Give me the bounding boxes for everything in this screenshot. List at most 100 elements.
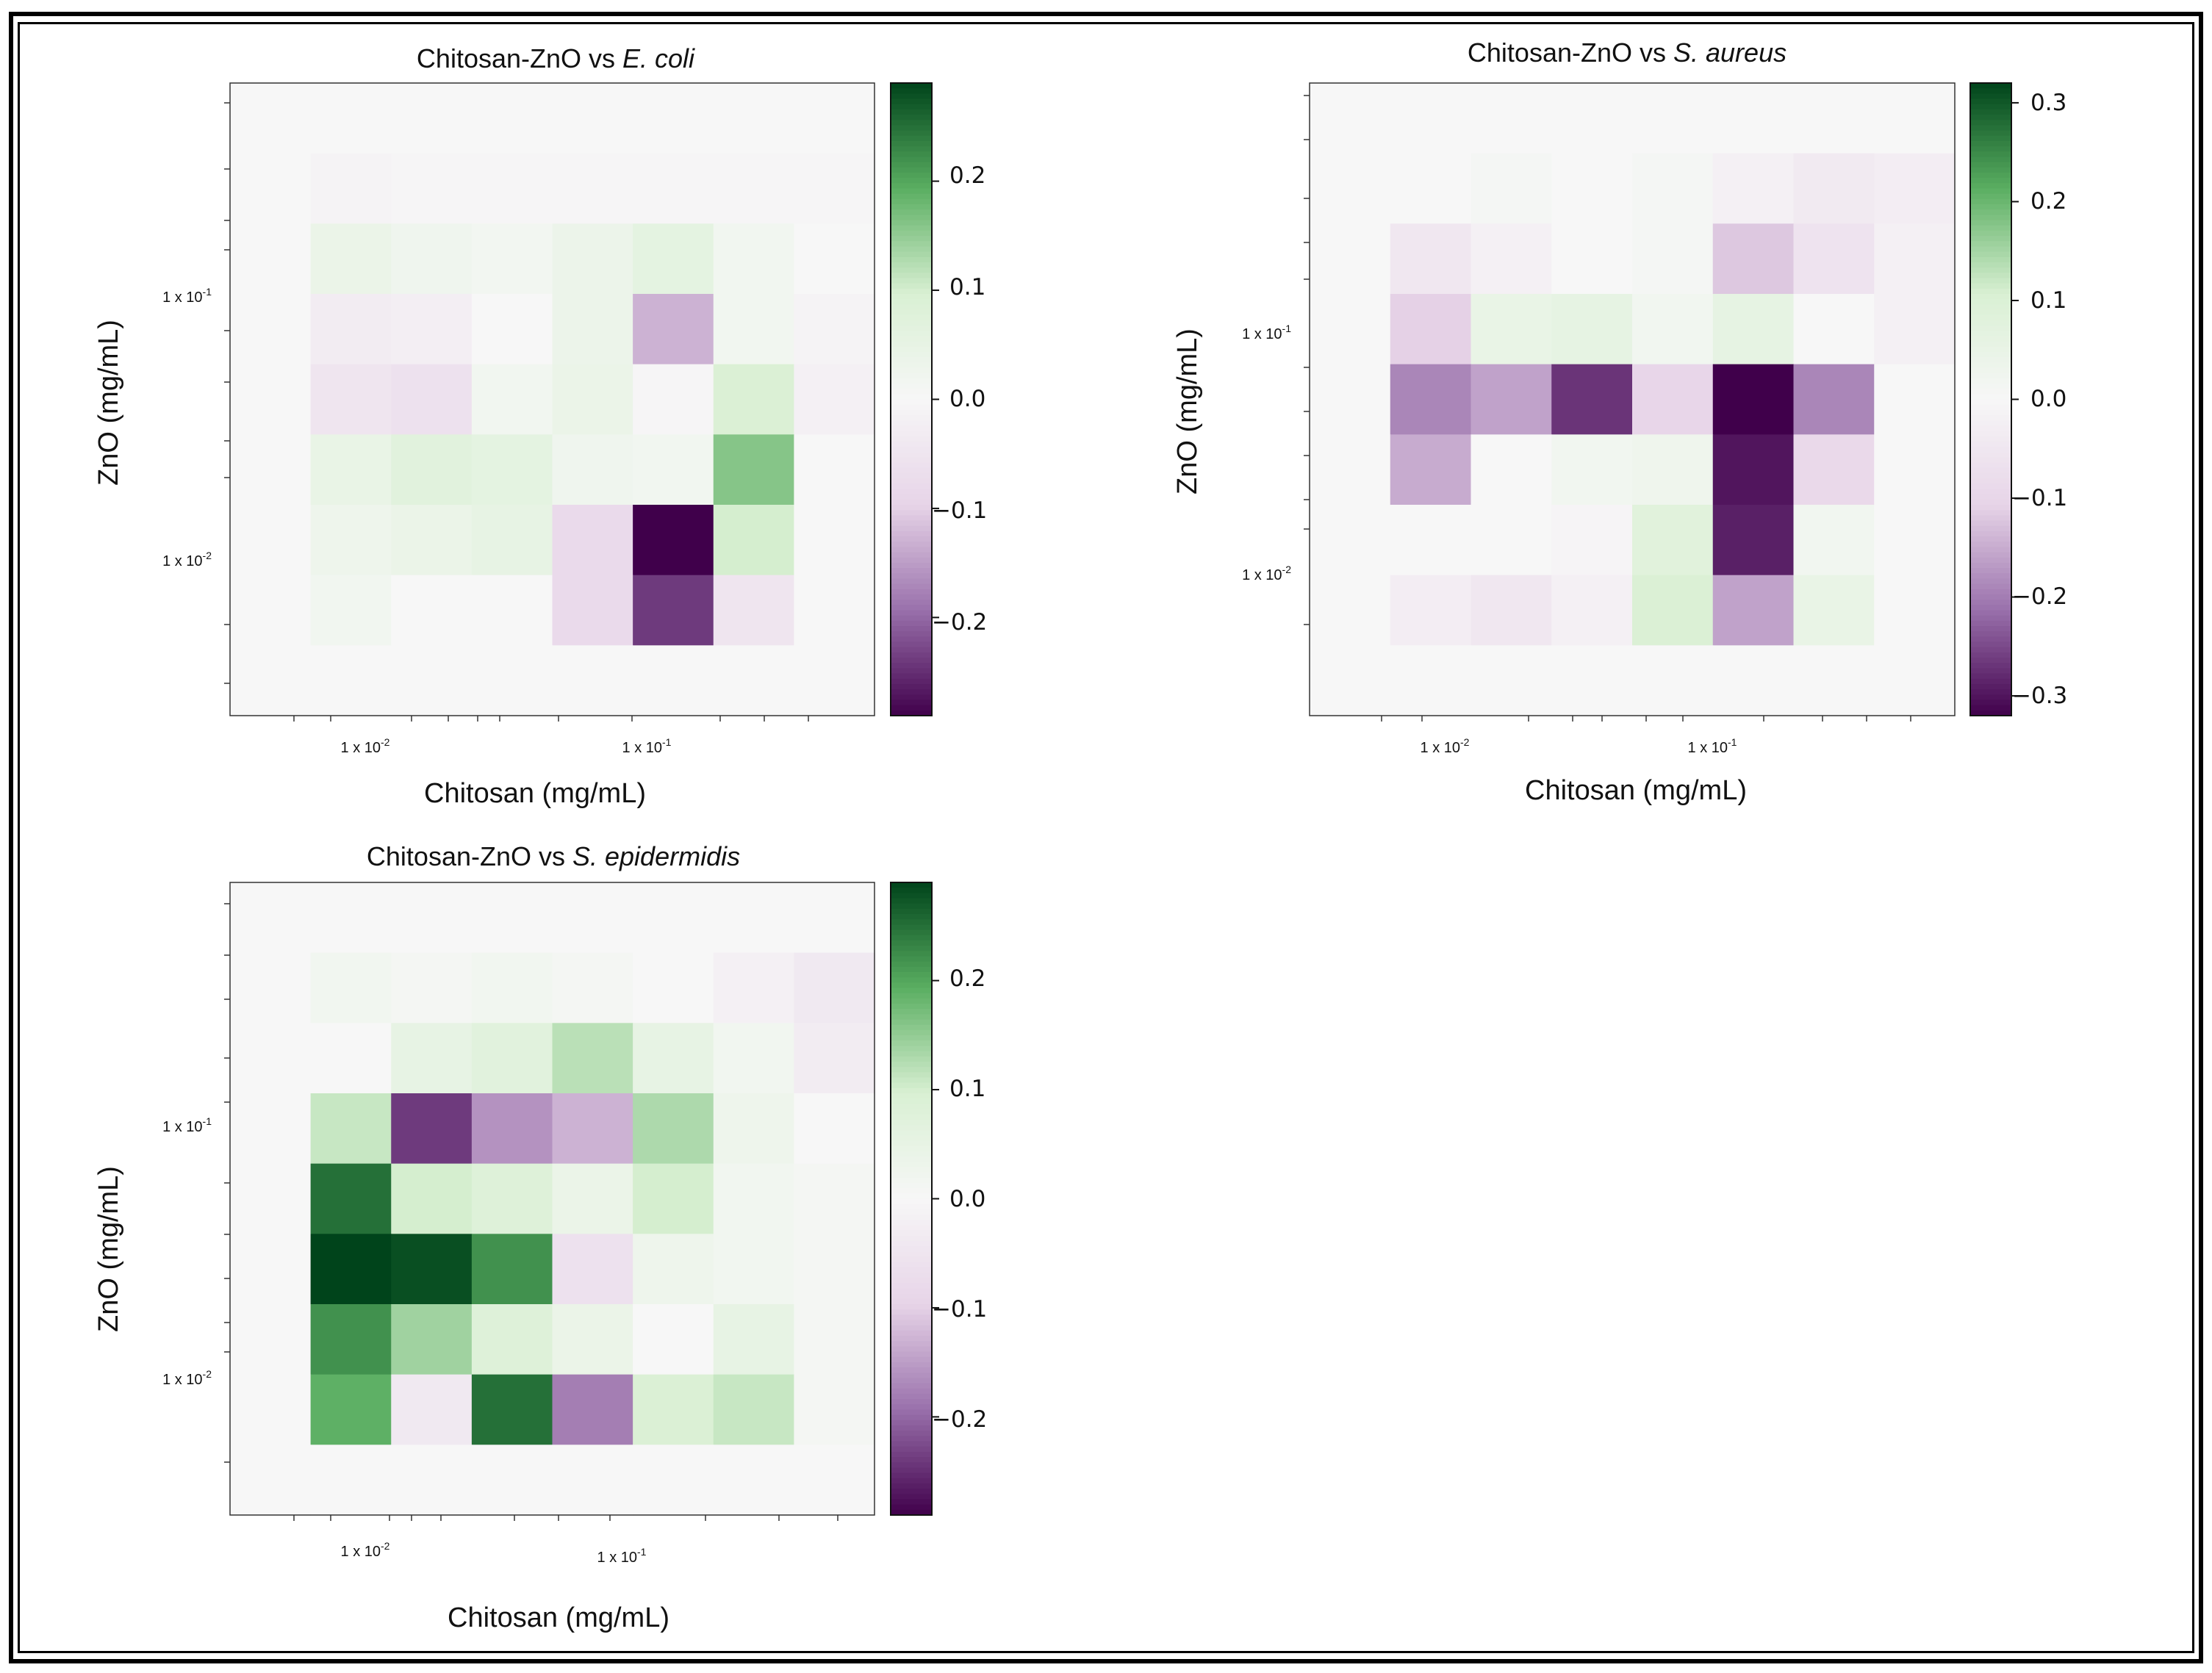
heatmap-cell	[713, 294, 794, 365]
colorbar-segment	[891, 478, 932, 485]
colorbar-segment	[891, 220, 932, 226]
colorbar-segment	[891, 278, 932, 284]
heatmap-cell	[1310, 83, 1391, 154]
colorbar-segment	[1970, 83, 2011, 89]
colorbar-segment	[1970, 288, 2011, 295]
colorbar-segment	[1970, 620, 2011, 627]
heatmap-cell	[1793, 83, 1875, 154]
colorbar-segment	[1970, 683, 2011, 690]
colorbar-segment	[891, 678, 932, 685]
colorbar-segment	[1970, 710, 2011, 716]
colorbar-segment	[891, 1346, 932, 1353]
heatmap-cell	[1551, 575, 1633, 646]
colorbar-segment	[1970, 146, 2011, 153]
x-tick-label: 1 x 10-1	[622, 736, 672, 756]
colorbar-segment	[891, 658, 932, 664]
heatmap-cells	[230, 83, 875, 716]
colorbar-segment	[1970, 694, 2011, 701]
colorbar-segment	[891, 1098, 932, 1105]
heatmap-cell	[310, 364, 392, 435]
heatmap-cell	[713, 1304, 794, 1375]
heatmap-cell	[471, 575, 553, 646]
colorbar-segment	[891, 230, 932, 237]
colorbar-segment	[891, 1436, 932, 1442]
colorbar-segment	[1970, 536, 2011, 543]
colorbar-tick-label: −0.2	[932, 1406, 987, 1433]
heatmap-cell	[230, 1234, 312, 1305]
figure-outer-border	[9, 12, 2203, 1663]
heatmap-cell	[471, 1163, 553, 1234]
heatmap-cell	[713, 153, 794, 224]
colorbar-segment	[1970, 125, 2011, 132]
heatmap-cell	[1310, 153, 1391, 224]
colorbar-segment	[891, 1457, 932, 1464]
heatmap-cell	[310, 645, 392, 716]
colorbar-segment	[891, 946, 932, 952]
colorbar-segment	[1970, 162, 2011, 168]
heatmap-cell	[310, 83, 392, 154]
colorbar-segment	[891, 573, 932, 580]
heatmap-cell	[552, 1023, 633, 1094]
colorbar-segment	[891, 557, 932, 564]
colorbar-segment	[891, 172, 932, 179]
heatmap-cell	[1390, 153, 1472, 224]
heatmap-cell	[1471, 575, 1552, 646]
heatmap-cell	[1874, 223, 1956, 295]
heatmap-cell	[1632, 645, 1714, 716]
heatmap-cell	[1712, 153, 1795, 224]
colorbar-segment	[1970, 378, 2011, 384]
colorbar-segment	[891, 135, 932, 142]
colorbar-segment	[1970, 362, 2011, 369]
heatmap-cell	[1874, 505, 1956, 576]
x-axis-label: Chitosan (mg/mL)	[424, 778, 646, 809]
heatmap-cell	[1551, 645, 1633, 716]
heatmap-cell	[713, 952, 794, 1023]
heatmap-cell	[1551, 153, 1633, 224]
heatmap-cell	[1551, 505, 1633, 576]
colorbar-segment	[891, 605, 932, 611]
colorbar-segment	[1970, 573, 2011, 580]
heatmap-cell	[1632, 83, 1714, 154]
y-tick-label: 1 x 10-1	[1242, 323, 1291, 342]
colorbar-segment	[891, 1314, 932, 1321]
colorbar-segment	[891, 1125, 932, 1131]
heatmap-cell	[1471, 153, 1552, 224]
colorbar-segment	[891, 594, 932, 600]
heatmap-cell	[1632, 575, 1714, 646]
heatmap-cell	[471, 1093, 553, 1165]
colorbar-segment	[891, 215, 932, 221]
colorbar-segment	[1970, 615, 2011, 622]
colorbar-segment	[891, 547, 932, 553]
colorbar-segment	[891, 320, 932, 326]
heatmap-cell	[552, 434, 633, 506]
colorbar-segment	[1970, 251, 2011, 258]
colorbar-segment	[891, 1198, 932, 1205]
colorbar-segment	[891, 510, 932, 517]
heatmap-cell	[230, 1093, 312, 1165]
heatmap-cell	[552, 364, 633, 435]
colorbar-segment	[1970, 346, 2011, 353]
heatmap-cell	[713, 575, 794, 646]
colorbar-tick-label: 0.2	[949, 965, 985, 992]
heatmap-cell	[310, 153, 392, 224]
heatmap-cell	[471, 952, 553, 1023]
colorbar-segment	[891, 1246, 932, 1253]
colorbar-segment	[891, 935, 932, 941]
heatmap-cell	[1471, 364, 1552, 435]
colorbar-segment	[891, 1172, 932, 1179]
colorbar-segment	[1970, 467, 2011, 474]
heatmap-cell	[794, 434, 875, 506]
heatmap-cell	[794, 1093, 875, 1165]
heatmap-cell	[391, 294, 473, 365]
colorbar-segment	[891, 966, 932, 973]
colorbar-tick-labels: 0.2 0.1 0.0 −0.1 −0.2	[932, 162, 987, 636]
colorbar-segment	[1970, 294, 2011, 300]
x-axis-label: Chitosan (mg/mL)	[1525, 775, 1747, 806]
heatmap-cell	[1471, 434, 1552, 506]
heatmap-cell	[310, 1163, 392, 1234]
colorbar-segment	[1970, 689, 2011, 696]
x-tick-labels: 1 x 10-2 1 x 10-1	[341, 736, 672, 756]
colorbar-segment	[891, 441, 932, 447]
colorbar-segment	[1970, 610, 2011, 616]
heatmap-cell	[794, 364, 875, 435]
